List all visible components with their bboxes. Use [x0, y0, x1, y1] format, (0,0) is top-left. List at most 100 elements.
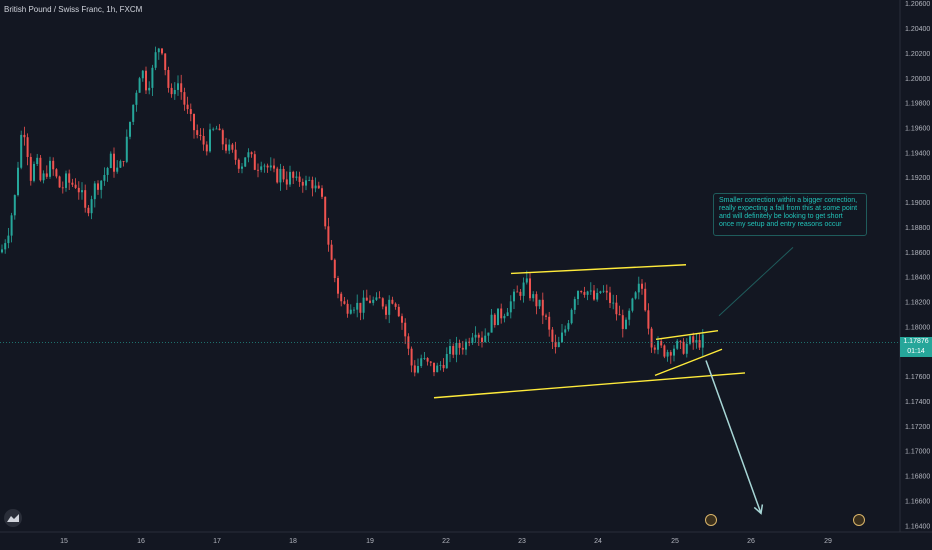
- candle-up: [628, 310, 631, 320]
- candle-up: [314, 185, 317, 189]
- logo-glyph: [7, 514, 19, 522]
- candle-down: [391, 299, 394, 304]
- candle-up: [49, 160, 51, 177]
- candle-up: [561, 332, 563, 343]
- annotation-line: once my setup and entry reasons occur: [719, 221, 842, 228]
- candle-up: [279, 168, 282, 183]
- event-marker-icon[interactable]: [853, 514, 865, 526]
- candle-up: [465, 341, 467, 350]
- time-axis[interactable]: 15 16 17 18 19 22 23 24 25 26 29: [60, 538, 832, 545]
- candle-down: [516, 291, 519, 293]
- trendline-upper-channel[interactable]: [510, 264, 687, 275]
- candle-down: [369, 300, 371, 303]
- candle-up: [503, 315, 506, 319]
- candle-up: [135, 92, 138, 105]
- candle-up: [372, 299, 375, 303]
- candle-down: [477, 334, 480, 338]
- candle-down: [337, 277, 339, 294]
- candle-up: [625, 319, 627, 329]
- candle-up: [141, 70, 144, 79]
- annotation-note[interactable]: Smaller correction within a bigger corre…: [713, 193, 867, 236]
- price-tick-label: 1.20000: [905, 76, 930, 83]
- candle-up: [289, 171, 291, 185]
- candle-down: [519, 291, 522, 296]
- candle-up: [228, 144, 231, 151]
- candle-up: [449, 346, 451, 354]
- candle-down: [292, 171, 295, 178]
- candle-up: [676, 340, 679, 349]
- trendline-lower-channel[interactable]: [433, 372, 746, 399]
- projection-arrow-head[interactable]: [753, 504, 764, 515]
- candle-down: [74, 184, 77, 188]
- candle-up: [308, 179, 311, 181]
- candle-up: [106, 168, 109, 175]
- candle-up: [148, 87, 151, 91]
- candle-up: [439, 364, 442, 366]
- candle-down: [669, 352, 672, 356]
- price-axis[interactable]: 1.20600 1.20400 1.20200 1.20000 1.19800 1.196…: [905, 1, 930, 530]
- candle-down: [535, 294, 538, 307]
- price-tick-label: 1.18200: [905, 300, 930, 307]
- trendlines-layer[interactable]: [433, 264, 746, 399]
- candle-up: [295, 176, 298, 178]
- candle-down: [298, 176, 301, 182]
- tradingview-logo-icon[interactable]: [4, 509, 22, 527]
- candle-up: [157, 48, 160, 53]
- candle-up: [109, 153, 112, 169]
- price-tick-label: 1.19600: [905, 126, 930, 133]
- candle-up: [33, 163, 35, 181]
- price-tick-label: 1.18000: [905, 324, 930, 331]
- trendline-flag-lower[interactable]: [654, 348, 723, 377]
- candle-down: [55, 169, 58, 177]
- price-tick-label: 1.17200: [905, 424, 930, 431]
- price-tick-label: 1.18800: [905, 225, 930, 232]
- projection-arrow-line[interactable]: [705, 360, 762, 514]
- drawings-layer[interactable]: [0, 246, 900, 515]
- price-tick-label: 1.17600: [905, 374, 930, 381]
- candle-down: [605, 290, 608, 293]
- candle-down: [621, 315, 624, 329]
- candle-up: [445, 353, 448, 369]
- candle-down: [618, 314, 621, 316]
- price-tick-label: 1.16800: [905, 474, 930, 481]
- candle-down: [397, 306, 400, 317]
- candle-down: [653, 347, 656, 350]
- candle-up: [132, 104, 135, 122]
- candle-up: [215, 128, 218, 130]
- event-marker-icon[interactable]: [705, 514, 717, 526]
- candle-down: [196, 130, 199, 135]
- price-tick-label: 1.19400: [905, 150, 930, 157]
- candle-down: [221, 130, 224, 145]
- candle-down: [404, 322, 407, 337]
- candle-down: [615, 302, 618, 315]
- annotation-line: and will definitely be looking to get sh…: [719, 213, 843, 220]
- candle-down: [183, 92, 186, 105]
- annotation-line: Smaller correction within a bigger corre…: [719, 197, 858, 204]
- time-tick-label: 18: [289, 538, 297, 545]
- candle-up: [564, 329, 567, 333]
- candle-up: [177, 83, 179, 90]
- candle-down: [301, 181, 304, 186]
- candle-up: [151, 67, 154, 88]
- symbol-title[interactable]: British Pound / Swiss Franc, 1h, FXCM: [4, 5, 143, 14]
- price-tick-label: 1.17000: [905, 449, 930, 456]
- candle-down: [71, 182, 74, 185]
- candle-up: [13, 195, 16, 216]
- candle-down: [180, 83, 183, 93]
- candle-up: [129, 121, 131, 137]
- candle-up: [81, 190, 83, 193]
- last-price-value: 1.17876: [903, 338, 929, 346]
- candle-up: [455, 342, 458, 355]
- candle-down: [330, 244, 333, 260]
- candle-up: [484, 335, 487, 342]
- trendline-flag-upper[interactable]: [655, 329, 719, 341]
- time-tick-label: 23: [518, 538, 526, 545]
- candle-up: [637, 283, 640, 293]
- bar-countdown: 01:14: [907, 348, 925, 356]
- candle-down: [324, 196, 327, 227]
- candle-up: [436, 365, 439, 373]
- candle-down: [593, 290, 595, 300]
- time-tick-label: 22: [442, 538, 450, 545]
